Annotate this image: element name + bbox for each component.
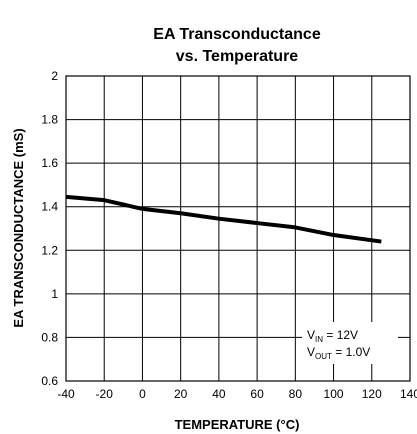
x-tick-label: 140 [400, 387, 417, 401]
x-tick-label: 40 [212, 387, 226, 401]
annotation-sub: OUT [315, 352, 332, 361]
chart-title: vs. Temperature [176, 48, 299, 65]
x-tick-label: -20 [96, 387, 114, 401]
annotation: VIN = 12V [307, 328, 358, 344]
y-tick-label: 2 [51, 69, 58, 83]
annotation-base: V [307, 328, 315, 342]
annotation: VOUT = 1.0V [307, 345, 370, 361]
data-line [65, 194, 382, 244]
x-tick-label: 0 [139, 387, 146, 401]
y-tick-label: 1 [51, 287, 58, 301]
y-tick-label: 1.8 [41, 113, 58, 127]
x-tick-label: -40 [57, 387, 75, 401]
x-tick-label: 100 [324, 387, 344, 401]
y-tick-label: 1.6 [41, 156, 58, 170]
annotation-rest: = 12V [323, 328, 358, 342]
y-tick-label: 1.2 [41, 243, 58, 257]
y-tick-label: 0.6 [41, 374, 58, 388]
annotation-rest: = 1.0V [332, 345, 370, 359]
x-tick-label: 60 [250, 387, 264, 401]
y-axis-label: EA TRANSCONDUCTANCE (mS) [11, 128, 26, 327]
annotation-sub: IN [315, 335, 323, 344]
y-tick-label: 0.8 [41, 330, 58, 344]
plot-frame [65, 75, 411, 382]
x-tick-label: 120 [362, 387, 382, 401]
y-tick-label: 1.4 [41, 200, 58, 214]
annotation-box [302, 322, 398, 364]
x-tick-label: 20 [174, 387, 188, 401]
x-tick-label: 80 [289, 387, 303, 401]
chart-title: EA Transconductance [153, 26, 321, 43]
x-axis-label: TEMPERATURE (°C) [175, 417, 300, 432]
annotation-base: V [307, 345, 315, 359]
